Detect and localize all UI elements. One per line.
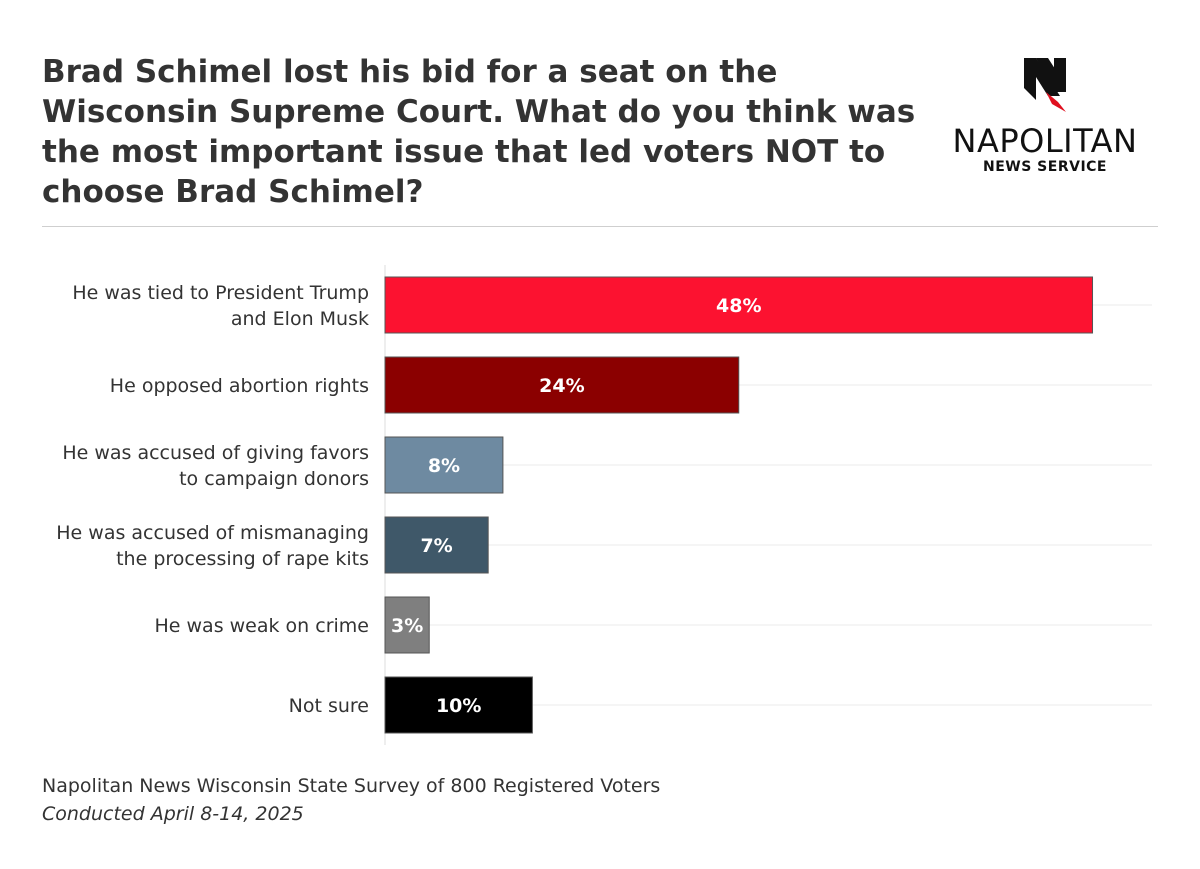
bar <box>384 356 740 414</box>
category-label: Not sure <box>289 695 369 717</box>
category-label: to campaign donors <box>179 468 369 490</box>
category-label: He opposed abortion rights <box>110 375 369 397</box>
logo-brand: NAPOLITAN <box>952 122 1138 160</box>
category-label: the processing of rape kits <box>116 548 369 570</box>
category-label: He was accused of mismanaging <box>56 522 369 544</box>
napolitan-logo: NAPOLITAN NEWS SERVICE <box>940 52 1160 182</box>
value-label: 3% <box>391 615 423 637</box>
bar <box>384 276 1094 334</box>
category-label: and Elon Musk <box>231 308 369 330</box>
logo-subtitle: NEWS SERVICE <box>983 159 1107 175</box>
value-label: 48% <box>716 295 761 317</box>
bar <box>384 436 504 494</box>
category-label: He was accused of giving favors <box>62 442 369 464</box>
bar <box>384 516 489 574</box>
category-label: He was tied to President Trump <box>72 282 369 304</box>
value-label: 7% <box>420 535 452 557</box>
source-note: Napolitan News Wisconsin State Survey of… <box>42 772 660 828</box>
value-label: 10% <box>436 695 481 717</box>
survey-date: Conducted April 8-14, 2025 <box>42 803 304 825</box>
napolitan-n-icon <box>1024 58 1066 112</box>
value-label: 24% <box>539 375 584 397</box>
bar <box>384 596 430 654</box>
title-divider <box>42 226 1158 227</box>
category-label: He was weak on crime <box>155 615 370 637</box>
source-line: Napolitan News Wisconsin State Survey of… <box>42 775 661 797</box>
value-label: 8% <box>428 455 460 477</box>
bar <box>384 676 533 734</box>
chart-title: Brad Schimel lost his bid for a seat on … <box>42 54 916 210</box>
